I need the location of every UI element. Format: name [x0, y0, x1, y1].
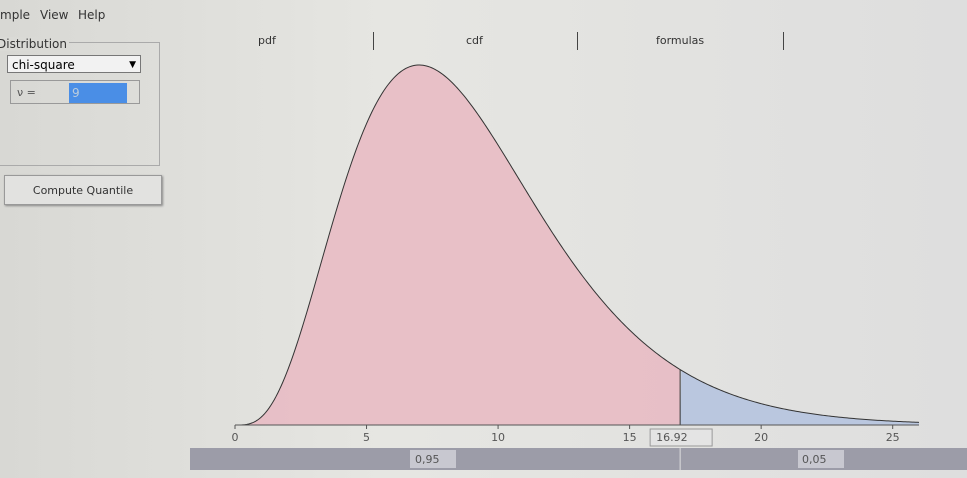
lower-area — [235, 65, 681, 425]
tab-separator — [783, 32, 784, 50]
tab-separator — [373, 32, 374, 50]
panel-frame — [0, 42, 160, 166]
menu-item[interactable]: Help — [78, 8, 106, 22]
param-input[interactable]: 9 — [69, 83, 127, 103]
menu-item[interactable]: Example — [0, 8, 31, 22]
quantile-value: 16.92 — [656, 431, 688, 444]
compute-button[interactable]: Compute Quantile — [4, 175, 162, 205]
menu-item[interactable]: View — [40, 8, 69, 22]
tab-separator — [577, 32, 578, 50]
quantile-field — [649, 428, 713, 447]
dropdown-arrow: ▼ — [129, 60, 136, 70]
lower-area-field — [410, 450, 456, 468]
x-tick-label: 5 — [363, 431, 370, 444]
lower-area-label: 0,95 — [415, 453, 440, 466]
area-bar — [190, 448, 967, 470]
x-tick-label: 25 — [886, 431, 900, 444]
upper-area — [680, 370, 919, 425]
x-tick-label: 10 — [491, 431, 505, 444]
upper-area-label: 0,05 — [802, 453, 827, 466]
tab[interactable]: cdf — [466, 34, 483, 47]
param-label: ν = — [10, 80, 140, 104]
x-tick-label: 20 — [754, 431, 768, 444]
x-tick-label: 0 — [232, 431, 239, 444]
x-tick-label: 15 — [623, 431, 637, 444]
tab[interactable]: formulas — [656, 34, 705, 47]
pdf-curve — [234, 64, 920, 426]
tab[interactable]: pdf — [258, 34, 276, 47]
panel-title: Distribution — [0, 37, 70, 51]
select-value: chi-square — [12, 58, 75, 72]
distribution-select[interactable]: chi-square ▼ — [7, 55, 141, 73]
upper-area-field — [798, 450, 844, 468]
